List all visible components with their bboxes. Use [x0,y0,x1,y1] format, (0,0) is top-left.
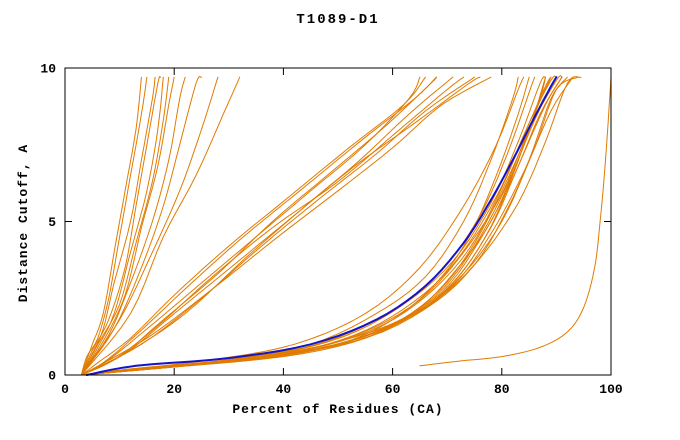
x-tick-label: 20 [166,382,182,397]
highlight-curve-selected-model [85,76,558,376]
model-curve-model-38 [80,75,563,376]
x-axis-label: Percent of Residues (CA) [232,402,444,417]
x-tick-label: 80 [494,382,510,397]
x-tick-label: 40 [276,382,292,397]
model-curve-model-03 [80,76,156,376]
model-curve-model-28 [80,76,536,376]
x-tick-label: 0 [61,382,69,397]
y-tick-label: 10 [40,62,56,77]
model-curve-model-19 [80,76,492,376]
model-curve-model-33 [80,76,582,376]
model-curve-model-20 [80,76,426,376]
y-tick-label: 0 [48,369,56,384]
x-tick-label: 60 [385,382,401,397]
model-curve-model-10 [80,76,219,376]
model-curve-model-39-outlier-right [419,76,612,367]
model-curve-model-34 [80,76,525,376]
chart-title: T1089-D1 [296,12,380,28]
model-curve-model-07 [80,76,175,376]
y-axis-label-text: Distance Cutoff, A [16,143,31,303]
model-curve-model-18 [80,76,437,376]
model-curve-model-05 [80,76,164,376]
model-curve-model-06 [80,76,170,376]
model-curve-model-11 [80,76,241,376]
model-curve-model-08 [80,76,186,376]
model-curve-model-12 [80,76,421,376]
model-curve-model-04 [80,76,162,376]
model-curve-model-29 [80,76,563,376]
model-curve-model-02 [80,76,148,376]
model-curve-model-16 [80,76,475,376]
y-tick-label: 5 [48,215,56,230]
model-curve-model-01 [80,76,142,376]
x-tick-label: 100 [599,382,623,397]
model-curve-model-37 [80,76,563,376]
model-curve-model-23 [80,76,519,376]
